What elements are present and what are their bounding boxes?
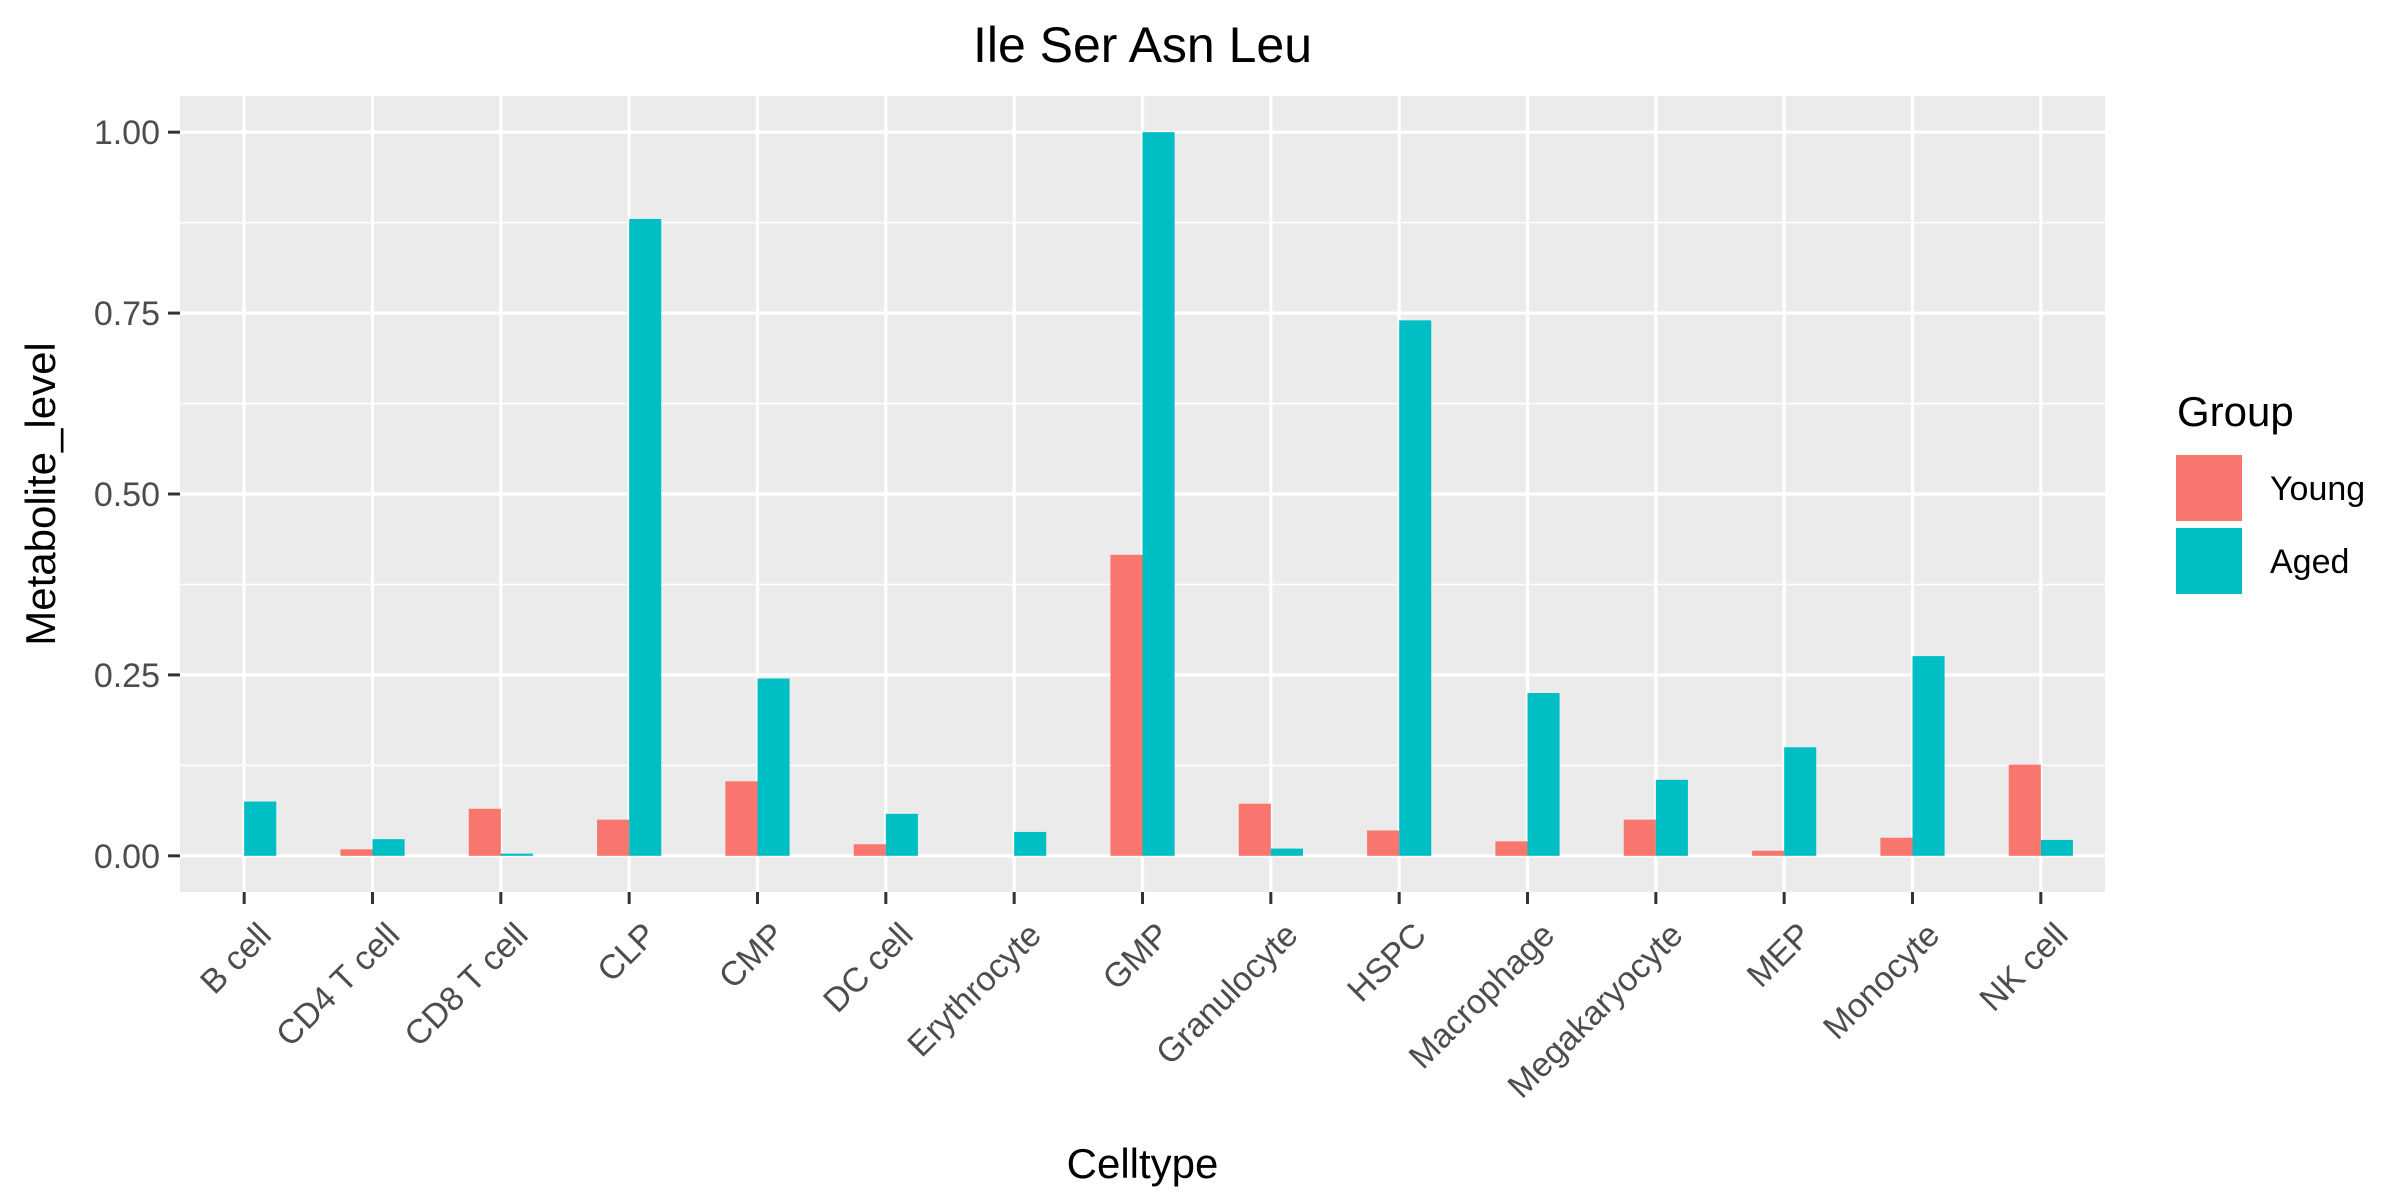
bar-aged <box>372 839 405 856</box>
bar-young <box>1110 554 1143 856</box>
y-tick-label: 0.00 <box>94 838 160 876</box>
bar-aged <box>1912 656 1945 856</box>
y-axis: 0.00 0.25 0.50 0.75 1.00 <box>94 114 180 876</box>
bar-aged <box>757 678 790 856</box>
x-tick-label: NK cell <box>1972 916 2075 1019</box>
bar-young <box>1623 819 1656 856</box>
x-tick-label: MEP <box>1740 916 1819 995</box>
legend-key-young <box>2176 455 2242 521</box>
x-tick-label: GMP <box>1095 916 1177 998</box>
legend-label: Young <box>2270 470 2365 508</box>
x-tick-label: Monocyte <box>1816 916 1947 1047</box>
bar-young <box>1367 830 1400 856</box>
legend-title: Group <box>2177 388 2294 435</box>
x-tick-label: Erythrocyte <box>900 916 1048 1064</box>
y-axis-title: Metabolite_level <box>17 342 64 646</box>
bar-young <box>340 849 373 856</box>
bar-aged <box>1142 132 1175 856</box>
legend: Group Young Aged <box>2176 388 2365 594</box>
x-tick-label: CLP <box>590 916 664 990</box>
x-tick-label: HSPC <box>1340 916 1434 1010</box>
bars <box>244 132 2073 856</box>
bar-young <box>725 781 758 856</box>
bar-aged <box>1270 848 1303 856</box>
y-tick-label: 0.25 <box>94 657 160 695</box>
bar-young <box>468 808 501 856</box>
y-tick-label: 0.75 <box>94 295 160 333</box>
bar-young <box>1238 803 1271 856</box>
bar-aged <box>500 853 533 856</box>
x-tick-label: B cell <box>193 916 279 1002</box>
bar-young <box>2008 764 2041 856</box>
bar-aged <box>1655 779 1688 856</box>
x-axis-title: Celltype <box>1067 1140 1219 1187</box>
bar-aged <box>885 813 918 856</box>
x-tick-label: CD8 T cell <box>397 916 535 1054</box>
bar-young <box>1752 850 1785 856</box>
x-tick-label: DC cell <box>816 916 920 1020</box>
bar-aged <box>1014 831 1047 856</box>
chart-title: Ile Ser Asn Leu <box>973 17 1312 73</box>
x-tick-label: CMP <box>712 916 792 996</box>
bar-young <box>853 844 886 856</box>
y-tick-label: 0.50 <box>94 476 160 514</box>
bar-aged <box>1399 320 1432 856</box>
x-tick-label: CD4 T cell <box>269 916 407 1054</box>
bar-aged <box>629 219 662 856</box>
y-tick-label: 1.00 <box>94 114 160 152</box>
bar-aged <box>2040 839 2073 856</box>
bar-young <box>597 819 630 856</box>
bar-young <box>1880 837 1913 856</box>
bar-aged <box>1784 747 1817 856</box>
bar-aged <box>244 801 277 856</box>
bar-young <box>1495 841 1528 856</box>
legend-label: Aged <box>2270 543 2349 581</box>
bar-aged <box>1527 693 1560 856</box>
legend-key-aged <box>2176 528 2242 594</box>
